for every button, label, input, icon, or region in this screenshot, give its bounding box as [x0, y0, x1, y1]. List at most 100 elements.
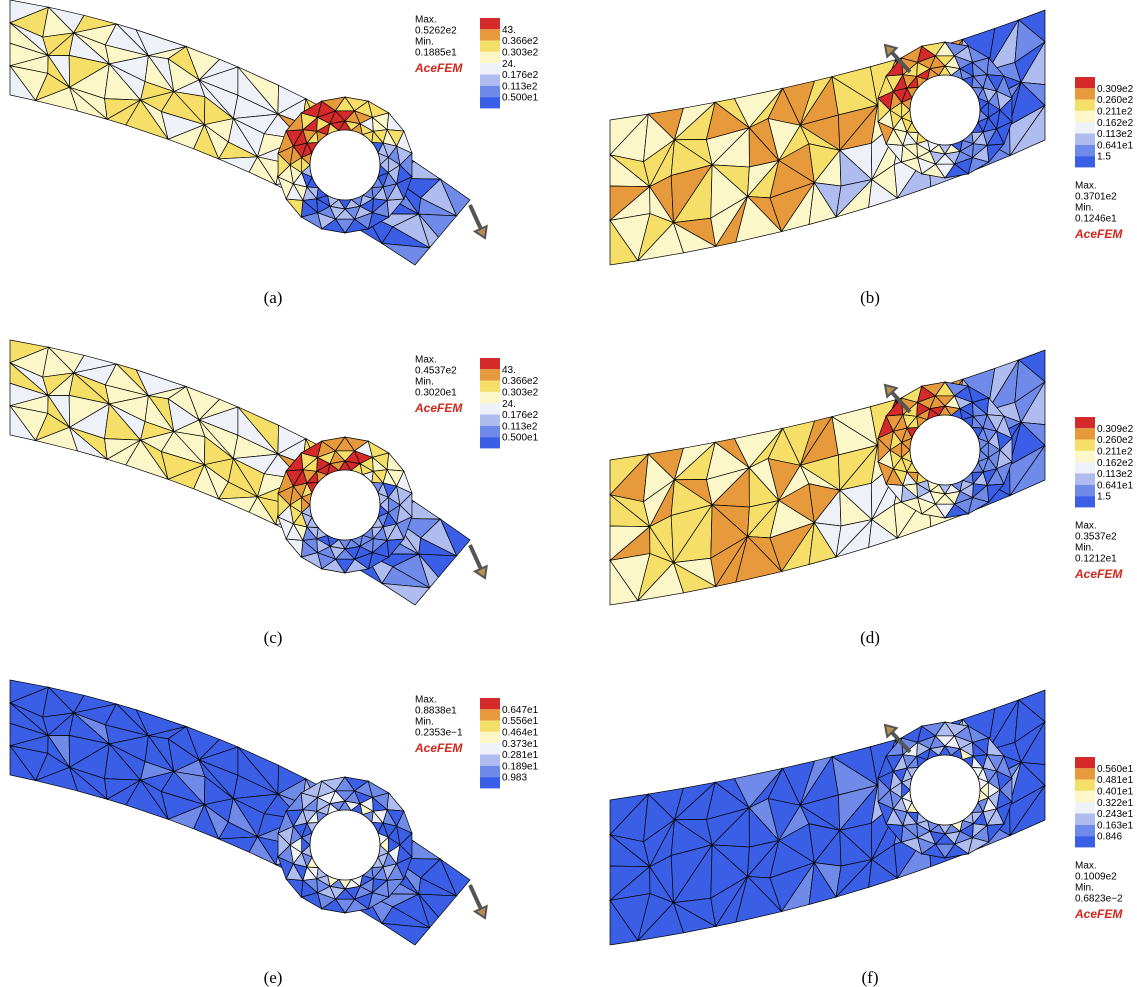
caption: (c)	[264, 628, 283, 647]
caption: (d)	[860, 628, 880, 647]
mesh-element	[286, 199, 303, 217]
legend-swatch	[480, 766, 500, 777]
max-value: 0.1009e2	[1075, 872, 1117, 883]
contour-plot: 0.309e20.260e20.211e20.162e20.113e20.641…	[610, 10, 1134, 307]
legend-swatch	[480, 426, 500, 437]
legend-label: 0.281e1	[502, 750, 539, 761]
legend-label: 0.303e2	[502, 48, 539, 59]
legend-label: 0.500e1	[502, 433, 539, 444]
mesh-element	[286, 539, 303, 557]
legend-swatch	[1075, 134, 1095, 145]
legend-swatch	[480, 777, 500, 788]
legend-swatch	[1075, 496, 1095, 507]
max-label: Max.	[415, 15, 437, 26]
legend-label: 0.373e1	[502, 739, 539, 750]
hole	[910, 415, 980, 485]
legend-label: 0.176e2	[502, 410, 539, 421]
mesh-element	[387, 453, 404, 471]
legend-label: 0.641e1	[1097, 480, 1134, 491]
brand: AceFEM	[414, 401, 463, 415]
legend-swatch	[1075, 88, 1095, 99]
min-value: 0.6823e−2	[1075, 894, 1123, 905]
legend-swatch	[1075, 451, 1095, 462]
legend-swatch	[480, 358, 500, 369]
max-label: Max.	[415, 695, 437, 706]
legend-swatch	[1075, 428, 1095, 439]
legend-swatch	[1075, 111, 1095, 122]
contour-plot: 43.0.366e20.303e224.0.176e20.113e20.500e…	[10, 0, 539, 307]
legend-label: 0.162e2	[1097, 458, 1134, 469]
legend-label: 0.366e2	[502, 376, 539, 387]
contour-plot: 43.0.366e20.303e224.0.176e20.113e20.500e…	[10, 340, 539, 647]
legend-label: 0.162e2	[1097, 118, 1134, 129]
legend-swatch	[1075, 462, 1095, 473]
legend-label: 0.309e2	[1097, 84, 1134, 95]
max-value: 0.3701e2	[1075, 192, 1117, 203]
legend-swatch	[480, 698, 500, 709]
max-label: Max.	[1075, 181, 1097, 192]
legend-label: 0.176e2	[502, 70, 539, 81]
legend-label: 0.401e1	[1097, 787, 1134, 798]
max-label: Max.	[415, 355, 437, 366]
legend-swatch	[1075, 780, 1095, 791]
legend-label: 0.481e1	[1097, 775, 1134, 786]
legend-label: 1.5	[1097, 152, 1111, 163]
legend-swatch	[1075, 145, 1095, 156]
legend-label: 0.189e1	[502, 761, 539, 772]
legend-swatch	[1075, 122, 1095, 133]
max-value: 0.3537e2	[1075, 532, 1117, 543]
min-value: 0.1212e1	[1075, 554, 1117, 565]
legend-swatch	[1075, 77, 1095, 88]
legend-swatch	[480, 52, 500, 63]
legend-swatch	[480, 392, 500, 403]
contour-plot: 0.560e10.481e10.401e10.322e10.243e10.163…	[610, 690, 1134, 987]
legend-swatch	[1075, 417, 1095, 428]
legend-swatch	[480, 41, 500, 52]
hole	[310, 470, 380, 540]
legend-label: 0.303e2	[502, 388, 539, 399]
load-arrowhead	[475, 906, 487, 918]
legend-swatch	[1075, 485, 1095, 496]
brand: AceFEM	[414, 741, 463, 755]
hole	[310, 130, 380, 200]
hole	[310, 810, 380, 880]
legend-label: 0.163e1	[1097, 820, 1134, 831]
min-value: 0.1885e1	[415, 48, 457, 59]
max-value: 0.4537e2	[415, 366, 457, 377]
legend-swatch	[480, 63, 500, 74]
min-value: 0.3020e1	[415, 388, 457, 399]
brand: AceFEM	[414, 61, 463, 75]
legend-label: 0.260e2	[1097, 95, 1134, 106]
legend-swatch	[1075, 768, 1095, 779]
legend-label: 0.113e2	[502, 81, 538, 92]
legend-label: 0.113e2	[1097, 129, 1133, 140]
legend-label: 0.560e1	[1097, 764, 1134, 775]
legend-label: 0.211e2	[1097, 107, 1133, 118]
max-value: 0.5262e2	[415, 26, 457, 37]
legend-swatch	[1075, 802, 1095, 813]
legend-label: 24.	[502, 399, 516, 410]
mesh-element	[387, 113, 404, 131]
caption: (a)	[264, 288, 283, 307]
legend-swatch	[480, 709, 500, 720]
load-arrowhead	[475, 566, 487, 578]
legend-swatch	[1075, 474, 1095, 485]
min-label: Min.	[415, 377, 434, 388]
legend-swatch	[1075, 836, 1095, 847]
legend-label: 0.243e1	[1097, 809, 1134, 820]
legend-label: 43.	[502, 25, 516, 36]
legend-label: 0.556e1	[502, 716, 539, 727]
legend-swatch	[480, 403, 500, 414]
max-label: Max.	[1075, 521, 1097, 532]
load-arrowhead	[475, 226, 487, 238]
legend-label: 1.5	[1097, 492, 1111, 503]
caption: (f)	[862, 968, 879, 987]
legend-label: 0.322e1	[1097, 798, 1134, 809]
max-label: Max.	[1075, 861, 1097, 872]
legend-swatch	[1075, 757, 1095, 768]
legend-swatch	[480, 721, 500, 732]
brand: AceFEM	[1074, 567, 1123, 581]
caption: (b)	[860, 288, 880, 307]
legend-swatch	[1075, 440, 1095, 451]
legend-swatch	[1075, 791, 1095, 802]
